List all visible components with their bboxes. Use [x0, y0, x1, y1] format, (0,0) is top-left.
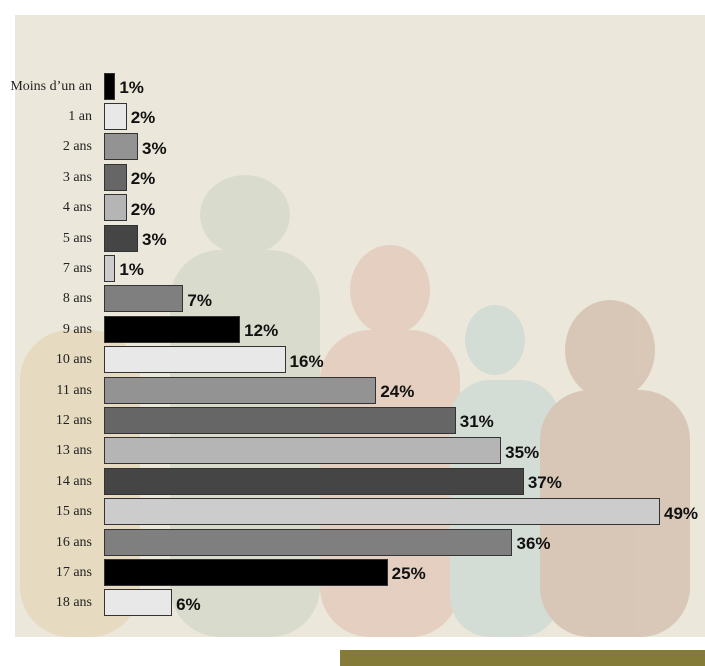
bar: [104, 589, 173, 617]
category-label: 11 ans: [56, 382, 92, 398]
value-label: 1%: [119, 260, 144, 280]
bar: [104, 437, 502, 465]
bar: [104, 72, 116, 100]
bar: [104, 254, 116, 282]
value-label: 2%: [130, 108, 156, 128]
value-label: 24%: [380, 382, 415, 401]
category-label: 12 ans: [55, 412, 92, 428]
category-label: 7 ans: [62, 260, 92, 276]
bar: [104, 102, 127, 130]
category-label: Moins d’un an: [10, 78, 92, 94]
category-label: 16 ans: [55, 534, 92, 550]
category-label: 15 ans: [55, 504, 92, 520]
value-label: 1%: [119, 78, 144, 97]
category-label: 9 ans: [62, 321, 92, 337]
category-label: 8 ans: [62, 291, 92, 307]
value-label: 35%: [505, 442, 540, 462]
value-label: 31%: [459, 412, 494, 432]
bar: [104, 315, 241, 343]
category-label: 1 an: [68, 108, 92, 124]
value-label: 6%: [176, 594, 201, 614]
value-label: 49%: [664, 503, 699, 523]
bar: [104, 133, 139, 161]
value-label: 7%: [187, 290, 212, 310]
category-label: 18 ans: [55, 595, 92, 611]
value-label: 2%: [130, 169, 156, 189]
category-label: 14 ans: [55, 473, 92, 489]
bar: [104, 467, 524, 495]
bar: [104, 194, 127, 222]
bar: [104, 285, 184, 313]
footer-block: [340, 650, 705, 666]
bar: [104, 558, 388, 586]
bar: [104, 498, 660, 526]
bar: [104, 346, 286, 374]
bar: [104, 376, 377, 404]
bar: [104, 528, 513, 556]
value-label: 25%: [391, 564, 426, 584]
bar: [104, 406, 456, 434]
value-label: 3%: [142, 138, 167, 158]
value-label: 3%: [142, 230, 167, 249]
value-label: 36%: [516, 534, 551, 553]
category-label: 17 ans: [55, 564, 92, 580]
bar: [104, 163, 127, 191]
category-label: 5 ans: [62, 230, 92, 246]
category-label: 4 ans: [62, 200, 92, 216]
bar: [104, 224, 139, 252]
category-label: 10 ans: [55, 352, 92, 368]
category-label: 2 ans: [62, 139, 92, 155]
value-label: 37%: [527, 473, 562, 493]
category-label: 13 ans: [55, 443, 92, 459]
value-label: 16%: [289, 351, 324, 371]
category-label: 3 ans: [62, 169, 92, 185]
value-label: 2%: [130, 199, 156, 219]
value-label: 12%: [244, 321, 279, 341]
